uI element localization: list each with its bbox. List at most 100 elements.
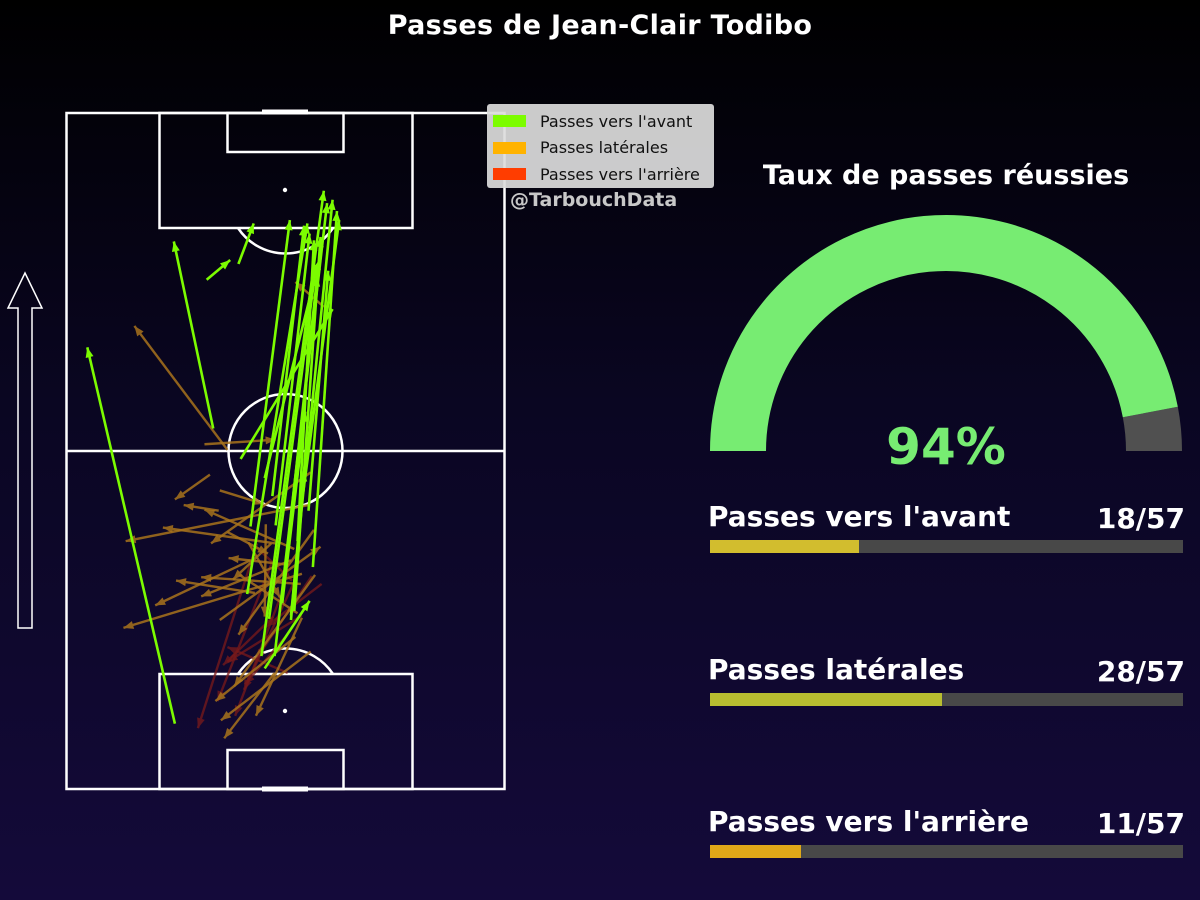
stat-bar-fill-backward xyxy=(710,845,802,858)
pass-lateral-arrowhead xyxy=(215,691,226,702)
pass-forward-line xyxy=(86,347,177,724)
pass-forward-arrowhead xyxy=(219,260,231,270)
bottom-penalty-arc xyxy=(236,647,335,675)
pass-backward xyxy=(196,543,259,729)
stat-backward: Passes vers l'arrière 11/57 xyxy=(708,805,1185,865)
pass-forward-arrowhead xyxy=(309,240,318,251)
pass-forward-line xyxy=(267,264,318,620)
pass-backward-arrowhead xyxy=(227,647,239,655)
pass-lateral-arrowhead xyxy=(271,586,281,598)
gauge-track xyxy=(1122,406,1182,452)
legend-swatch-lateral xyxy=(493,141,526,154)
top-penalty-spot xyxy=(282,187,288,193)
pass-forward xyxy=(249,219,293,527)
pass-forward xyxy=(289,471,308,621)
stat-bar-track-lateral xyxy=(710,693,1183,706)
pass-lateral-arrowhead xyxy=(211,534,222,544)
pass-backward-arrowhead xyxy=(223,655,234,666)
pass-forward-line xyxy=(172,241,215,429)
pass-forward xyxy=(237,222,255,265)
pass-lateral-arrowhead xyxy=(134,325,144,337)
legend-swatch-forward xyxy=(493,115,526,128)
pass-backward-arrowhead xyxy=(244,674,255,685)
pass-forward-arrowhead xyxy=(299,471,308,482)
stat-bar-fill-lateral xyxy=(710,693,943,706)
pass-lateral-line xyxy=(254,617,304,717)
pass-lateral-arrowhead xyxy=(228,555,239,564)
pass-forward-line xyxy=(271,225,306,497)
pass-forward xyxy=(296,240,318,542)
pass-forward-line xyxy=(239,308,334,460)
pass-forward xyxy=(85,347,177,724)
stat-forward: Passes vers l'avant 18/57 xyxy=(708,500,1185,560)
pass-lateral xyxy=(154,559,251,607)
pass-forward-arrowhead xyxy=(300,411,308,422)
legend-label-backward: Passes vers l'arrière xyxy=(540,164,700,184)
pass-lateral xyxy=(214,635,297,703)
bottom-penalty-spot xyxy=(282,708,288,714)
pass-forward-arrowhead xyxy=(332,211,341,222)
pass-forward-line xyxy=(289,471,306,621)
pass-forward-arrowhead xyxy=(298,225,307,237)
legend-swatch-backward xyxy=(493,168,526,181)
pass-backward-arrowhead xyxy=(265,617,277,627)
gauge-fill xyxy=(710,215,1178,452)
pass-lateral xyxy=(133,325,229,451)
stat-count-lateral: 28/57 xyxy=(1096,655,1185,688)
pass-forward xyxy=(263,600,311,670)
legend-item-lateral: Passes latérales xyxy=(493,135,714,162)
pass-lateral xyxy=(174,473,211,501)
pass-forward-line xyxy=(296,240,316,542)
pass-lateral-arrowhead xyxy=(310,546,321,556)
success-rate-gauge xyxy=(710,215,1182,452)
pass-forward-arrowhead xyxy=(300,600,310,612)
pass-forward xyxy=(280,411,308,604)
pass-forward-arrowhead xyxy=(304,233,313,244)
pass-forward-arrowhead xyxy=(333,220,342,231)
pass-forward-line xyxy=(285,276,319,558)
chart-title: Passes de Jean-Clair Todibo xyxy=(387,10,813,41)
pass-forward xyxy=(171,241,215,429)
stat-label-lateral: Passes latérales xyxy=(708,653,965,686)
pass-lateral-line xyxy=(233,574,317,688)
pass-forward xyxy=(271,225,307,497)
legend-label-lateral: Passes latérales xyxy=(540,138,669,158)
pass-lateral xyxy=(175,578,256,595)
legend-item-forward: Passes vers l'avant xyxy=(493,108,714,135)
pass-lateral-arrowhead xyxy=(201,573,212,582)
pass-lateral-arrowhead xyxy=(174,490,186,500)
pass-lateral-arrowhead xyxy=(183,502,195,511)
legend: Passes vers l'avant Passes latérales Pas… xyxy=(487,104,714,188)
pass-forward-line xyxy=(301,219,341,494)
pass-backward-arrowhead xyxy=(197,717,205,729)
pass-forward-arrowhead xyxy=(284,220,293,231)
pass-lateral-line xyxy=(175,579,256,595)
pass-forward-line xyxy=(263,600,311,670)
pass-lateral-arrowhead xyxy=(224,727,234,739)
pass-lateral-line xyxy=(214,635,297,703)
legend-item-backward: Passes vers l'arrière xyxy=(493,161,714,188)
pass-lateral xyxy=(254,617,304,717)
pitch-chart xyxy=(85,187,345,791)
pass-lateral-arrowhead xyxy=(162,525,174,533)
watermark: @TarbouchData xyxy=(510,189,678,211)
pass-lateral-line xyxy=(204,438,276,446)
pass-lateral-arrowhead xyxy=(265,436,276,445)
pass-lateral-arrowhead xyxy=(255,705,264,716)
stat-label-forward: Passes vers l'avant xyxy=(708,500,1011,533)
pass-forward-arrowhead xyxy=(323,270,332,282)
passes-layer xyxy=(85,190,342,740)
pass-lateral-arrowhead xyxy=(204,509,216,518)
pass-forward-arrowhead xyxy=(171,241,180,253)
stat-bar-track-backward xyxy=(710,845,1183,858)
pass-forward-line xyxy=(307,270,330,511)
pass-forward-arrowhead xyxy=(246,223,254,235)
pass-lateral xyxy=(223,672,276,740)
pass-lateral-arrowhead xyxy=(220,711,232,721)
pass-backward-line xyxy=(196,543,259,729)
pass-forward xyxy=(307,270,332,511)
pass-lateral-arrowhead xyxy=(123,621,135,629)
bottom-six-yard-box xyxy=(226,748,345,791)
pass-lateral-arrowhead xyxy=(176,578,187,587)
pass-lateral-line xyxy=(133,325,229,451)
